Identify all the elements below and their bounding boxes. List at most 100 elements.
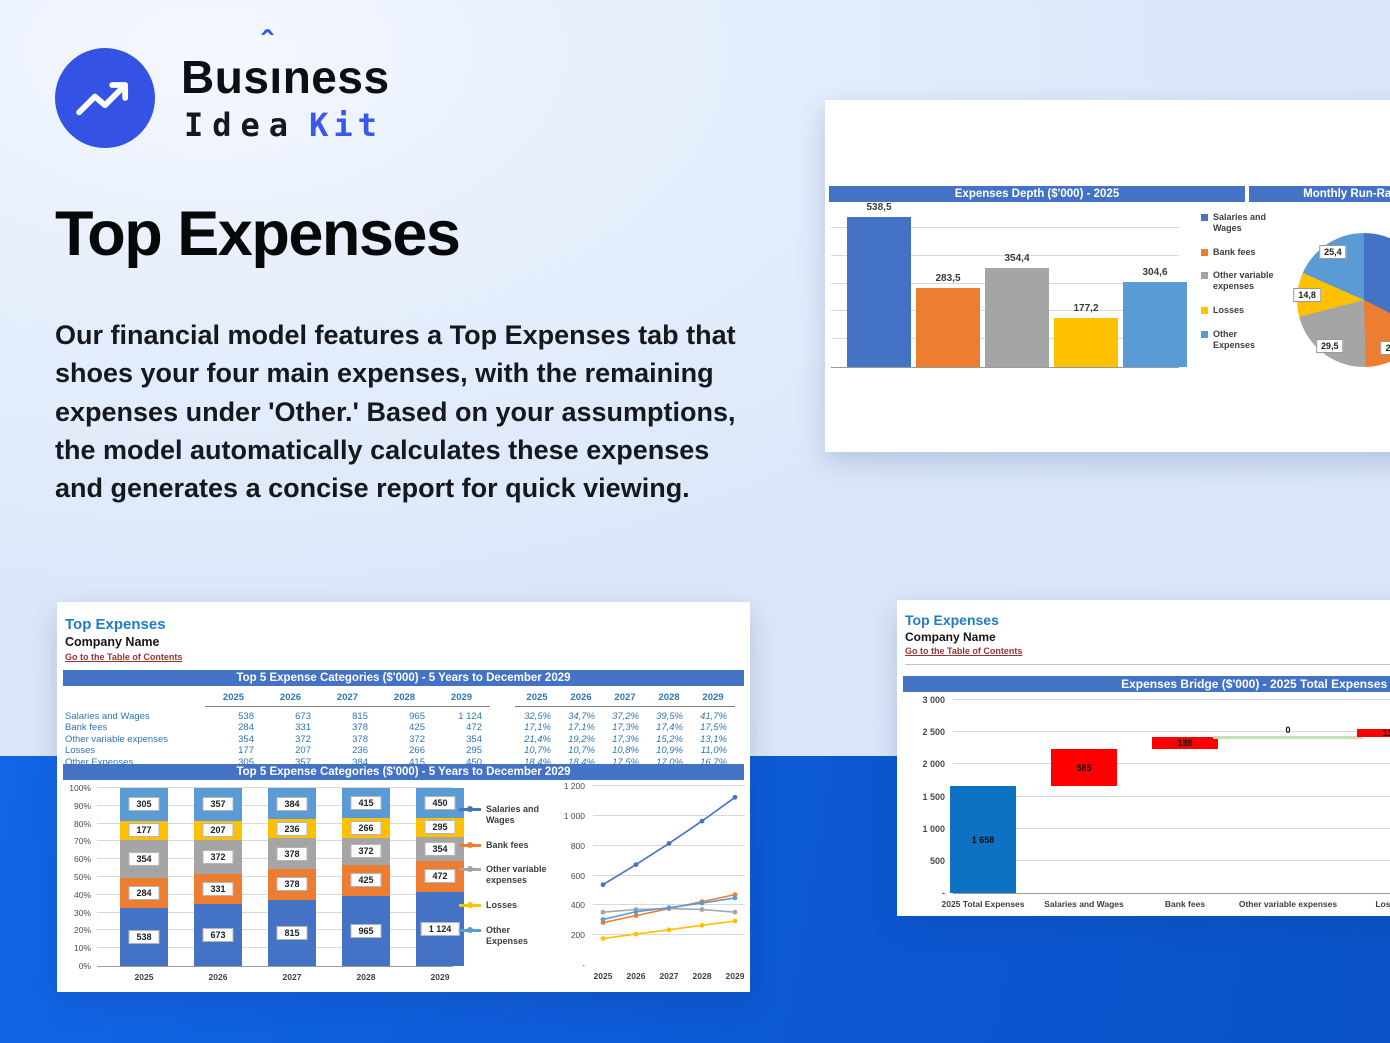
x-axis-label: 2028 (356, 972, 376, 982)
bridge-bar (1357, 728, 1390, 737)
y-axis-label: 10% (73, 943, 91, 954)
legend-swatch-icon (1201, 272, 1208, 280)
gridline (97, 787, 453, 788)
series-marker-icon (732, 794, 738, 800)
segment-value-label: 357 (202, 797, 234, 812)
legend-swatch-icon (1201, 306, 1208, 314)
value-cell: 425 (409, 722, 425, 733)
year-header: 2029 (433, 692, 490, 707)
legend-line-icon (459, 841, 481, 848)
value-cell: 331 (295, 722, 311, 733)
value-cell: 357 (295, 756, 311, 768)
company-name: Company Name (65, 635, 160, 649)
series-marker-icon (666, 905, 672, 911)
series-line (602, 796, 736, 886)
value-cell: 354 (466, 733, 482, 745)
y-axis-label: - (942, 888, 945, 898)
company-name-2: Company Name (905, 630, 996, 644)
segment-value-label: 372 (350, 844, 382, 859)
series-marker-icon (732, 918, 738, 924)
value-cell: 472 (466, 722, 482, 733)
pct-cell: 32,5% (524, 710, 551, 722)
toc-link[interactable]: Go to the Table of Contents (65, 652, 183, 662)
legend-item: Losses (1201, 305, 1277, 316)
pie-data-label: 23,7 (1380, 341, 1390, 356)
year-header: 2028 (647, 692, 691, 707)
pct-cell: 17,4% (656, 722, 683, 733)
legend-line-icon (459, 926, 481, 933)
gridline (953, 699, 1390, 700)
logo-text-pre: Bus (181, 51, 270, 103)
legend-item: Salaries and Wages (459, 804, 550, 826)
y-axis-label: 80% (73, 818, 91, 829)
gridline (593, 904, 745, 906)
depth-bar (847, 217, 911, 367)
pct-cell: 34,7% (568, 710, 595, 722)
y-axis-label: 30% (73, 907, 91, 918)
x-axis-label: Losses (1375, 899, 1390, 909)
y-axis-label: 1 000 (922, 823, 945, 834)
series-marker-icon (600, 909, 606, 915)
gridline (593, 814, 745, 816)
segment-value-label: 266 (350, 820, 382, 835)
y-axis-label: 800 (570, 840, 585, 851)
series-marker-icon (633, 913, 639, 918)
y-axis-label: 70% (73, 836, 91, 847)
x-axis-label: Bank fees (1164, 899, 1206, 909)
legend-line-icon (459, 806, 481, 812)
segment-value-label: 331 (202, 882, 234, 897)
depth-bar (1054, 317, 1118, 367)
bar-value-label: 585 (1076, 762, 1092, 773)
segment-value-label: 372 (202, 849, 234, 864)
stacked-chart: 538 284 354 177 305 673 331 372 207 357 815 378 378 2… (61, 783, 501, 988)
gridline (953, 827, 1390, 829)
legend-label: Other Expenses (486, 924, 529, 946)
segment-value-label: 354 (424, 841, 456, 856)
sheet-title: Top Expenses (65, 616, 166, 633)
y-axis-label: 600 (570, 870, 585, 881)
segment-value-label: 472 (424, 869, 456, 884)
y-axis-label: 90% (73, 800, 91, 811)
y-axis-label: 100% (69, 783, 91, 793)
series-marker-icon (600, 917, 606, 922)
legend-marker-icon (467, 926, 473, 933)
y-axis-label: 0% (78, 961, 91, 971)
legend-label: Other variable expenses (1213, 270, 1274, 292)
depth-bar (916, 288, 980, 367)
y-axis-label: 1 000 (563, 810, 585, 821)
legend-label: Losses (486, 899, 518, 910)
legend-label: Losses (1213, 304, 1245, 315)
value-cell: 1 124 (458, 710, 482, 722)
x-axis-label: 2025 (134, 972, 154, 982)
value-cell: 354 (238, 733, 254, 745)
y-axis-label: 40% (73, 889, 91, 900)
segment-value-label: 295 (424, 820, 456, 835)
value-cell: 284 (238, 722, 254, 733)
legend-item: Other variable expenses (459, 864, 550, 886)
zero-connector-line (1213, 735, 1363, 739)
legend-line-icon (459, 901, 481, 908)
segment-value-label: 538 (128, 930, 160, 945)
series-marker-icon (699, 907, 705, 912)
line-chart: 1 200 1 000 800 600 400 200 -2025 2026 2027 2028 2… (553, 781, 749, 986)
legend-item: Other Expenses (1201, 329, 1277, 351)
logo-idea: Idea (184, 106, 298, 144)
y-axis-label: 2 000 (922, 759, 945, 770)
value-cell: 177 (238, 745, 254, 756)
value-cell: 266 (409, 745, 425, 756)
segment-value-label: 415 (350, 796, 382, 811)
series-marker-icon (732, 892, 738, 897)
x-axis-label: 2026 (208, 972, 228, 982)
series-marker-icon (600, 936, 606, 941)
series-marker-icon (600, 882, 606, 888)
pie-data-label: 29,5 (1315, 338, 1344, 353)
gridline (953, 859, 1390, 861)
toc-link-2[interactable]: Go to the Table of Contents (905, 646, 1023, 656)
chart-title-expenses-depth: Expenses Depth ($'000) - 2025 (829, 186, 1245, 202)
table-corner-cell (65, 692, 205, 711)
x-axis-label: 2028 (692, 971, 712, 981)
legend-label: Bank fees (1213, 246, 1256, 257)
bridge-bar (1051, 748, 1117, 787)
